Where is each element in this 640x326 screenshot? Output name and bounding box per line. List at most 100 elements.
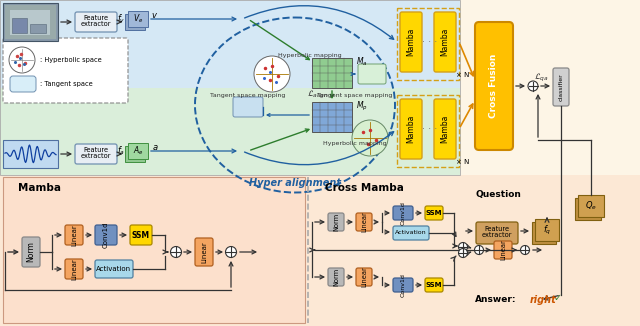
FancyBboxPatch shape	[475, 22, 513, 150]
Text: $\mathcal{L}_{qa}$: $\mathcal{L}_{qa}$	[534, 72, 548, 84]
Text: $M_p$: $M_p$	[356, 99, 368, 112]
Text: Activation: Activation	[97, 266, 132, 272]
Text: $A_e$: $A_e$	[132, 145, 143, 157]
Bar	[0, 0, 460, 88]
Text: Linear: Linear	[201, 241, 207, 263]
Text: · · ·: · · ·	[422, 37, 438, 47]
FancyBboxPatch shape	[356, 213, 372, 231]
Text: Linear: Linear	[361, 212, 367, 232]
Text: × N: × N	[456, 72, 469, 78]
Text: Answer:: Answer:	[475, 295, 516, 304]
Text: Activation: Activation	[395, 230, 427, 235]
Text: $Q_e$: $Q_e$	[585, 200, 597, 212]
Text: Tangent space mapping: Tangent space mapping	[211, 93, 285, 97]
Bar	[312, 102, 352, 132]
FancyBboxPatch shape	[65, 225, 83, 245]
Bar	[125, 14, 145, 30]
Circle shape	[458, 248, 467, 258]
Bar	[128, 11, 148, 27]
Text: Conv1d: Conv1d	[401, 273, 406, 297]
FancyBboxPatch shape	[95, 225, 117, 245]
Text: Feature: Feature	[484, 226, 509, 232]
Bar	[460, 0, 640, 175]
Bar	[12, 18, 27, 33]
Bar	[535, 219, 559, 241]
FancyBboxPatch shape	[95, 260, 133, 278]
Bar	[3, 140, 58, 168]
FancyBboxPatch shape	[393, 206, 413, 220]
Bar	[575, 198, 601, 220]
FancyBboxPatch shape	[553, 68, 569, 106]
Bar	[125, 146, 145, 162]
Circle shape	[170, 246, 182, 258]
Circle shape	[474, 245, 483, 255]
Text: Norm: Norm	[333, 268, 339, 286]
Text: × N: × N	[456, 159, 469, 165]
Circle shape	[352, 120, 388, 156]
Bar	[312, 58, 352, 88]
Text: $V_e$: $V_e$	[133, 13, 143, 25]
Text: Mamba: Mamba	[440, 115, 449, 143]
Text: $f_a$: $f_a$	[117, 145, 125, 157]
Text: right: right	[530, 295, 557, 305]
Text: Tangent space mapping: Tangent space mapping	[317, 93, 393, 97]
Text: SSM: SSM	[132, 230, 150, 240]
Bar	[578, 195, 604, 217]
FancyBboxPatch shape	[356, 268, 372, 286]
Text: Conv1d: Conv1d	[401, 201, 406, 225]
Circle shape	[254, 56, 290, 92]
FancyBboxPatch shape	[10, 76, 36, 92]
Text: Hyper alignment: Hyper alignment	[249, 178, 341, 188]
FancyBboxPatch shape	[425, 278, 443, 292]
Text: Linear: Linear	[500, 240, 506, 260]
Text: extractor: extractor	[81, 153, 111, 159]
FancyBboxPatch shape	[22, 237, 40, 267]
Bar	[0, 88, 460, 175]
Bar	[0, 0, 460, 175]
FancyBboxPatch shape	[328, 268, 344, 286]
Text: Norm: Norm	[26, 242, 35, 262]
Text: Norm: Norm	[333, 213, 339, 231]
Bar	[532, 222, 556, 244]
FancyBboxPatch shape	[3, 38, 128, 103]
Circle shape	[528, 81, 538, 91]
Text: Linear: Linear	[361, 267, 367, 288]
Text: $v$: $v$	[152, 11, 159, 20]
FancyBboxPatch shape	[130, 225, 152, 245]
Text: Mamba: Mamba	[406, 115, 415, 143]
FancyBboxPatch shape	[476, 222, 518, 244]
Text: : Tangent space: : Tangent space	[40, 81, 93, 87]
FancyBboxPatch shape	[75, 144, 117, 164]
FancyBboxPatch shape	[233, 97, 263, 117]
Text: Feature: Feature	[83, 147, 109, 153]
Text: Question: Question	[475, 189, 521, 199]
FancyBboxPatch shape	[75, 12, 117, 32]
Bar	[5, 5, 56, 39]
Bar	[10, 10, 50, 35]
Text: $a$: $a$	[152, 143, 158, 152]
Text: Cross Fusion: Cross Fusion	[490, 54, 499, 118]
FancyBboxPatch shape	[494, 241, 512, 259]
Text: extractor: extractor	[482, 232, 512, 238]
Bar	[128, 143, 148, 159]
Text: Linear: Linear	[71, 224, 77, 246]
Text: Linear: Linear	[71, 258, 77, 280]
FancyBboxPatch shape	[328, 213, 344, 231]
Text: extractor: extractor	[81, 21, 111, 27]
Circle shape	[9, 47, 35, 73]
FancyBboxPatch shape	[358, 64, 386, 84]
Text: $\mathcal{L}_{align}$: $\mathcal{L}_{align}$	[307, 89, 329, 101]
FancyBboxPatch shape	[400, 99, 422, 159]
Text: SSM: SSM	[426, 210, 442, 216]
Bar	[3, 3, 58, 41]
Bar	[397, 8, 459, 80]
FancyBboxPatch shape	[393, 226, 429, 240]
Text: $M_a$: $M_a$	[356, 56, 367, 68]
Text: $f_v$: $f_v$	[116, 13, 125, 25]
Text: SSM: SSM	[426, 282, 442, 288]
Bar	[397, 95, 459, 167]
FancyBboxPatch shape	[400, 12, 422, 72]
Circle shape	[225, 246, 237, 258]
Text: Feature: Feature	[83, 15, 109, 21]
Text: Conv1d: Conv1d	[103, 222, 109, 248]
